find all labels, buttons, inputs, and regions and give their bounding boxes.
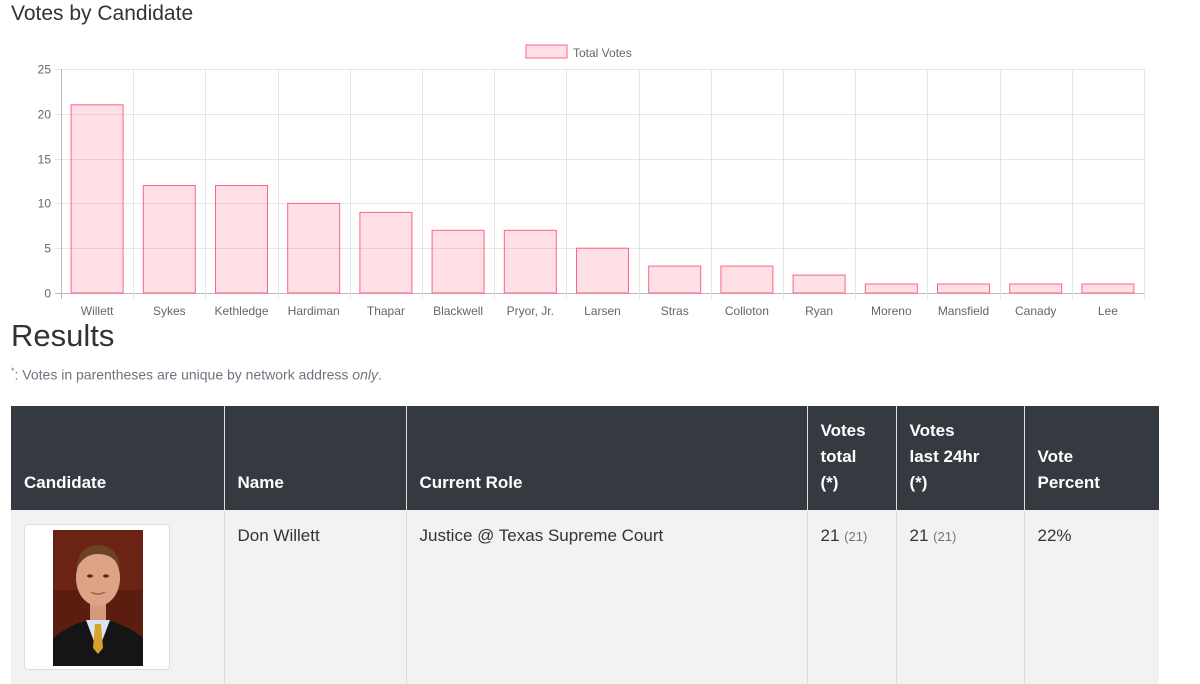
name-cell: Don Willett — [224, 510, 407, 684]
x-tick-label: Canady — [1015, 304, 1056, 318]
results-table: Candidate Name Current Role Votes total (*… — [11, 406, 1159, 684]
header-votes-total-line3: (*) — [820, 473, 839, 492]
y-tick-label: 15 — [38, 153, 52, 167]
bar[interactable] — [720, 265, 774, 294]
header-votes-24hr-line1: Votes — [909, 421, 955, 440]
legend-swatch — [525, 44, 568, 59]
header-votes-24hr[interactable]: Votes last 24hr (*) — [896, 406, 1025, 510]
votes-bar-chart: Total Votes 0 5 10 15 20 25 Willett Sykes Kethl… — [38, 44, 1145, 318]
x-tick-label: Mansfield — [938, 304, 989, 318]
x-tick-label: Thapar — [367, 304, 405, 318]
x-tick-label: Pryor, Jr. — [507, 304, 554, 318]
bar[interactable] — [142, 185, 196, 294]
bar[interactable] — [287, 202, 341, 294]
chart-section-title: Votes by Candidate — [11, 2, 194, 25]
x-tick-label: Larsen — [584, 304, 621, 318]
header-votes-total-line2: total — [820, 447, 857, 466]
candidate-photo[interactable] — [24, 524, 170, 670]
votes-24hr-cell: 21 (21) — [896, 510, 1025, 684]
role-cell: Justice @ Texas Supreme Court — [406, 510, 808, 684]
header-votes-24hr-line3: (*) — [909, 473, 928, 492]
x-tick-label: Moreno — [871, 304, 912, 318]
votes-24hr-unique: (21) — [933, 529, 957, 544]
x-tick-label: Sykes — [153, 304, 186, 318]
x-tick-label: Kethledge — [214, 304, 268, 318]
y-tick-label: 25 — [38, 63, 52, 77]
header-current-role[interactable]: Current Role — [406, 406, 808, 510]
legend-label: Total Votes — [573, 46, 632, 60]
table-row: Don Willett Justice @ Texas Supreme Cour… — [11, 510, 1159, 684]
x-tick-label: Blackwell — [433, 304, 483, 318]
bar[interactable] — [937, 283, 990, 294]
x-tick-label: Stras — [661, 304, 689, 318]
bar[interactable] — [792, 274, 846, 294]
header-vote-percent-line2: Percent — [1037, 473, 1100, 492]
chart-legend[interactable]: Total Votes — [525, 44, 632, 60]
y-tick-label: 5 — [44, 242, 51, 256]
footnote-emphasis: only — [352, 366, 378, 383]
bar[interactable] — [1081, 283, 1135, 294]
y-tick-label: 0 — [44, 287, 51, 301]
vote-percent-cell: 22% — [1024, 510, 1159, 684]
header-votes-total-line1: Votes — [820, 421, 866, 440]
votes-total-value: 21 — [820, 526, 840, 545]
bar[interactable] — [1009, 283, 1063, 294]
votes-total-cell: 21 (21) — [807, 510, 897, 684]
votes-footnote: *: Votes in parentheses are unique by ne… — [11, 366, 382, 383]
footnote-end: . — [377, 366, 382, 383]
bar[interactable] — [431, 229, 485, 294]
header-candidate[interactable]: Candidate — [11, 406, 225, 510]
header-vote-percent[interactable]: Vote Percent — [1024, 406, 1159, 510]
votes-24hr-value: 21 — [909, 526, 929, 545]
bar[interactable] — [648, 265, 702, 294]
header-votes-total[interactable]: Votes total (*) — [807, 406, 897, 510]
table-header-row: Candidate Name Current Role Votes total (*… — [11, 406, 1159, 510]
votes-total-unique: (21) — [844, 529, 868, 544]
candidate-portrait-image — [53, 530, 143, 666]
header-name[interactable]: Name — [224, 406, 407, 510]
header-vote-percent-line1: Vote — [1037, 447, 1074, 466]
x-tick-label: Hardiman — [288, 304, 340, 318]
header-votes-24hr-line2: last 24hr — [909, 447, 980, 466]
results-title: Results — [11, 318, 115, 353]
y-tick-label: 20 — [38, 108, 52, 122]
y-tick-label: 10 — [38, 197, 52, 211]
bar[interactable] — [576, 247, 629, 294]
footnote-text: : Votes in parentheses are unique by net… — [14, 366, 353, 383]
x-tick-label: Ryan — [805, 304, 833, 318]
bar[interactable] — [70, 104, 124, 294]
bar[interactable] — [864, 283, 918, 294]
footnote-marker: * — [11, 366, 15, 376]
x-tick-label: Lee — [1098, 304, 1118, 318]
x-tick-label: Colloton — [725, 304, 769, 318]
bar[interactable] — [503, 229, 557, 294]
bar[interactable] — [359, 211, 413, 294]
x-tick-label: Willett — [81, 304, 114, 318]
bar[interactable] — [215, 185, 268, 294]
candidate-cell — [11, 510, 225, 684]
